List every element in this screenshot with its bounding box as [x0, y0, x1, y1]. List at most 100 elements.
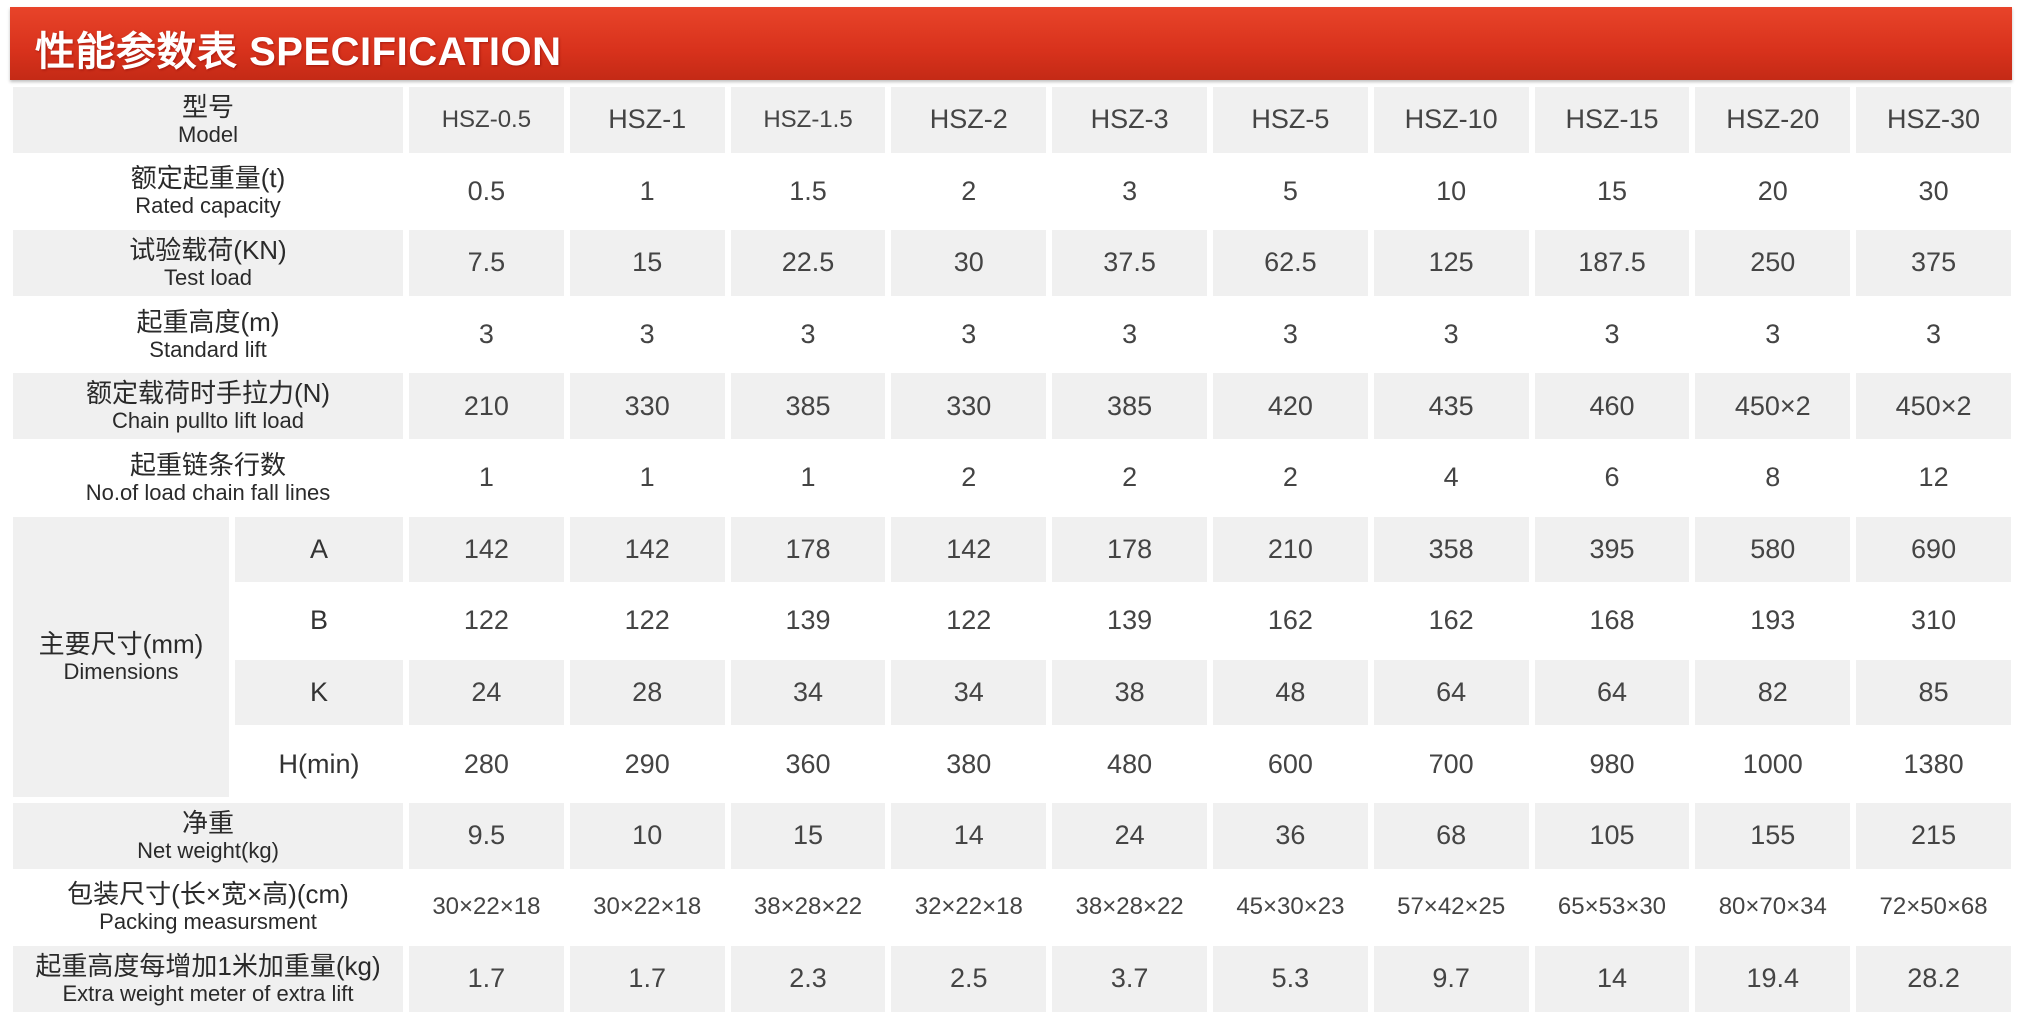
table-cell: 1000 [1742, 748, 1803, 779]
dimensions-label-cn: 主要尺寸(mm) [38, 628, 204, 659]
row-label: 试验载荷(KN) Test load [13, 230, 403, 296]
row-label-en: Model [178, 121, 238, 147]
table-cell: 310 [1911, 605, 1957, 636]
table-cell: 15 [730, 802, 886, 869]
dimension-sublabel: B [309, 605, 328, 636]
dimension-sublabel: A [235, 516, 403, 583]
table-cell: 62.5 [1212, 230, 1368, 296]
table-cell: 2.5 [891, 946, 1047, 1012]
table-cell: 3 [1926, 319, 1942, 350]
table-cell: 22.5 [730, 230, 886, 296]
table-cell: HSZ-30 [1856, 87, 2011, 153]
table-cell: 2 [1122, 462, 1138, 493]
table-cell: HSZ-1.5 [730, 87, 886, 153]
table-cell: HSZ-1 [569, 87, 725, 153]
row-label-en: Packing measursment [99, 909, 317, 935]
table-cell: 330 [569, 373, 725, 439]
table-cell: 36 [1212, 802, 1368, 869]
table-cell: 72×50×68 [1879, 893, 1988, 921]
table-cell: HSZ-20 [1695, 87, 1851, 153]
table-cell: 142 [569, 516, 725, 583]
table-cell: 210 [1212, 516, 1368, 583]
table-cell: 85 [1856, 659, 2011, 726]
table-cell: 162 [1428, 605, 1474, 636]
table-cell: 9.7 [1373, 946, 1529, 1012]
table-cell: 32×22×18 [914, 893, 1023, 921]
table-cell: 125 [1373, 230, 1529, 296]
table-cell: 2 [961, 462, 977, 493]
table-cell: 3 [800, 319, 816, 350]
row-label-cn: 额定载荷时手拉力(N) [85, 378, 331, 409]
table-cell: 2.3 [730, 946, 886, 1012]
table-cell: HSZ-5 [1212, 87, 1368, 153]
table-cell: 155 [1695, 802, 1851, 869]
table-cell: 15 [1596, 175, 1627, 206]
table-cell: 19.4 [1695, 946, 1851, 1012]
table-cell: 4 [1443, 462, 1459, 493]
table-cell: 690 [1856, 516, 2011, 583]
table-cell: 142 [891, 516, 1047, 583]
table-cell: HSZ-0.5 [409, 87, 564, 153]
table-cell: 1 [800, 462, 816, 493]
table-cell: 375 [1856, 230, 2011, 296]
table-cell: HSZ-15 [1534, 87, 1690, 153]
table-cell: 5 [1282, 175, 1298, 206]
table-cell: 28 [569, 659, 725, 726]
row-label-en: Net weight(kg) [137, 837, 279, 863]
table-cell: 1 [639, 175, 655, 206]
table-cell: 1 [639, 462, 655, 493]
table-cell: 0.5 [467, 175, 506, 206]
table-cell: 178 [730, 516, 886, 583]
table-cell: 3 [1282, 319, 1298, 350]
table-cell: 168 [1589, 605, 1635, 636]
table-cell: 178 [1052, 516, 1207, 583]
table-cell: 28.2 [1856, 946, 2011, 1012]
table-cell: 10 [1436, 175, 1467, 206]
table-cell: 24 [409, 659, 564, 726]
row-label-cn: 额定起重量(t) [130, 163, 286, 194]
table-cell: 64 [1534, 659, 1690, 726]
dimension-sublabel: K [235, 659, 403, 726]
table-cell: 139 [785, 605, 831, 636]
table-cell: 122 [463, 605, 509, 636]
row-label: 起重链条行数 No.of load chain fall lines [13, 445, 403, 511]
row-label-cn: 型号 [181, 91, 234, 122]
table-cell: 14 [1534, 946, 1690, 1012]
table-cell: HSZ-10 [1373, 87, 1529, 153]
row-label: 起重高度(m) Standard lift [13, 302, 403, 368]
specification-table: 型号 Model HSZ-0.5 HSZ-1 HSZ-1.5 HSZ-2 HSZ-3 HSZ-… [10, 84, 2014, 1015]
table-cell: 330 [891, 373, 1047, 439]
table-cell: 420 [1212, 373, 1368, 439]
row-label: 净重 Net weight(kg) [13, 802, 403, 869]
table-cell: 48 [1212, 659, 1368, 726]
table-cell: 435 [1373, 373, 1529, 439]
table-cell: 450×2 [1856, 373, 2011, 439]
table-cell: 5.3 [1212, 946, 1368, 1012]
table-cell: 210 [409, 373, 564, 439]
table-cell: 395 [1534, 516, 1690, 583]
table-cell: 65×53×30 [1557, 893, 1667, 921]
row-label-en: Rated capacity [135, 193, 281, 219]
table-cell: 600 [1267, 748, 1313, 779]
table-cell: 122 [624, 605, 670, 636]
table-cell: 3 [1443, 319, 1459, 350]
row-label-cn: 净重 [181, 807, 234, 838]
table-cell: 64 [1373, 659, 1529, 726]
table-cell: 45×30×23 [1236, 893, 1345, 921]
table-cell: 1 [478, 462, 494, 493]
table-cell: HSZ-2 [891, 87, 1047, 153]
table-cell: 139 [1107, 605, 1153, 636]
table-cell: 3 [1604, 319, 1620, 350]
table-cell: 3 [961, 319, 977, 350]
table-cell: 38 [1052, 659, 1207, 726]
table-cell: 34 [891, 659, 1047, 726]
table-cell: 38×28×22 [1075, 893, 1184, 921]
table-cell: 3.7 [1052, 946, 1207, 1012]
table-cell: 187.5 [1534, 230, 1690, 296]
row-label: 起重高度每增加1米加重量(kg) Extra weight meter of ex… [13, 946, 403, 1012]
row-label: 型号 Model [13, 87, 403, 153]
table-cell: 1.7 [409, 946, 564, 1012]
table-cell: 80×70×34 [1718, 893, 1827, 921]
table-cell: 250 [1695, 230, 1851, 296]
table-cell: 122 [946, 605, 992, 636]
